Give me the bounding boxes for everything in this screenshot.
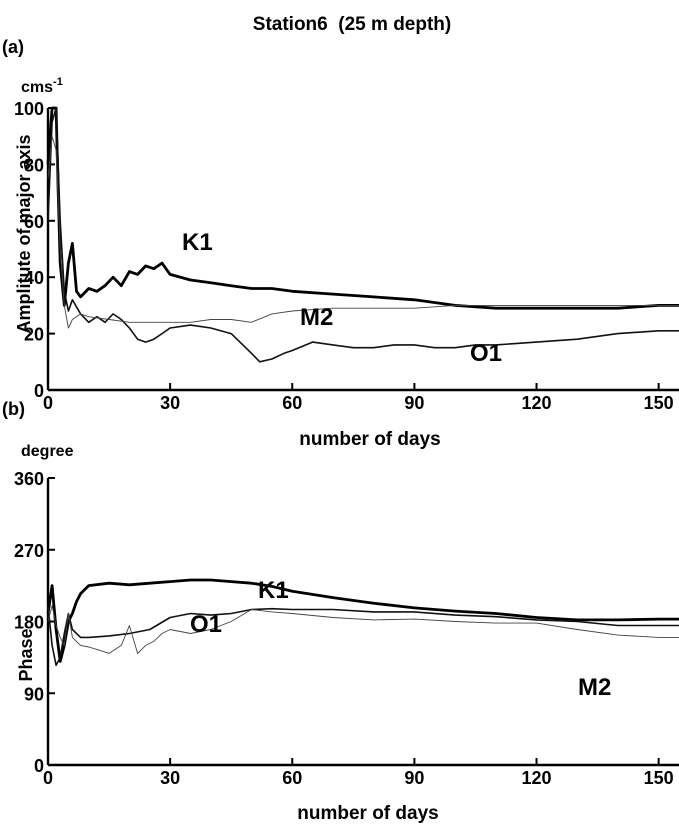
figure-title: Station6 (25 m depth) bbox=[253, 14, 451, 35]
panel-a-y-axis-label: Amplitute of major axis bbox=[14, 134, 34, 333]
panel-b: (b) degree Phase 0 90 180 270 360 0 30 60 90 120 1… bbox=[2, 399, 679, 824]
panel-a-y-tick-label: 80 bbox=[24, 155, 44, 175]
panel-a-x-tick-label: 120 bbox=[521, 393, 551, 413]
panel-a-x-tick-label: 0 bbox=[43, 393, 53, 413]
panel-a: (a) cms-1 Amplitute of major axis 0 20 40 6… bbox=[2, 37, 679, 450]
panel-b-plot-area: 0 90 180 270 360 0 30 60 90 120 150 bbox=[14, 469, 679, 788]
panel-a-y-tick-label: 60 bbox=[24, 212, 44, 232]
panel-a-unit: cms-1 bbox=[21, 76, 63, 96]
panel-a-plot-area: 0 20 40 60 80 100 0 30 60 90 120 150 bbox=[14, 99, 679, 413]
panel-b-x-axis-label: number of days bbox=[297, 803, 438, 824]
panel-b-y-axis-label: Phase bbox=[16, 628, 36, 681]
panel-b-letter: (b) bbox=[2, 399, 25, 419]
panel-a-unit-exp: -1 bbox=[53, 76, 63, 88]
panel-a-x-axis-label: number of days bbox=[299, 429, 440, 450]
panel-a-annotation-k1: K1 bbox=[182, 229, 213, 256]
panel-b-unit: degree bbox=[21, 443, 74, 460]
panel-b-x-tick-label: 0 bbox=[43, 768, 53, 788]
panel-b-y-tick-label: 0 bbox=[34, 756, 44, 776]
panel-a-y-tick-label: 40 bbox=[24, 268, 44, 288]
panel-a-y-tick-label: 0 bbox=[34, 381, 44, 401]
panel-b-x-tick-label: 120 bbox=[521, 768, 551, 788]
panel-b-y-tick-label: 360 bbox=[14, 469, 44, 489]
panel-a-y-tick-label: 20 bbox=[24, 325, 44, 345]
panel-b-annotation-m2: M2 bbox=[578, 674, 611, 701]
panel-b-y-tick-label: 180 bbox=[14, 613, 44, 633]
panel-b-series-k1 bbox=[46, 578, 679, 663]
panel-a-unit-base: cms bbox=[21, 79, 53, 96]
panel-b-y-tick-label: 90 bbox=[24, 684, 44, 704]
panel-b-y-tick-label: 270 bbox=[14, 541, 44, 561]
panel-b-x-tick-label: 30 bbox=[160, 768, 180, 788]
panel-a-annotation-o1: O1 bbox=[470, 340, 502, 367]
panel-a-series-o1 bbox=[47, 107, 679, 363]
panel-b-annotation-k1: K1 bbox=[258, 577, 289, 604]
panel-a-y-tick-label: 100 bbox=[14, 99, 44, 119]
panel-a-x-tick-label: 60 bbox=[282, 393, 302, 413]
panel-b-series-m2 bbox=[47, 605, 679, 654]
panel-a-x-tick-label: 90 bbox=[404, 393, 424, 413]
panel-b-series-o1 bbox=[47, 605, 679, 667]
panel-b-annotation-o1: O1 bbox=[190, 611, 222, 638]
panel-b-x-tick-label: 90 bbox=[404, 768, 424, 788]
panel-a-x-tick-label: 150 bbox=[644, 393, 674, 413]
panel-a-x-tick-label: 30 bbox=[160, 393, 180, 413]
panel-a-letter: (a) bbox=[2, 37, 24, 57]
panel-a-series-m2 bbox=[47, 135, 679, 329]
panel-b-x-tick-label: 150 bbox=[644, 768, 674, 788]
panel-a-annotation-m2: M2 bbox=[300, 304, 333, 331]
panel-a-series-k1 bbox=[46, 106, 679, 310]
panel-b-x-tick-label: 60 bbox=[282, 768, 302, 788]
